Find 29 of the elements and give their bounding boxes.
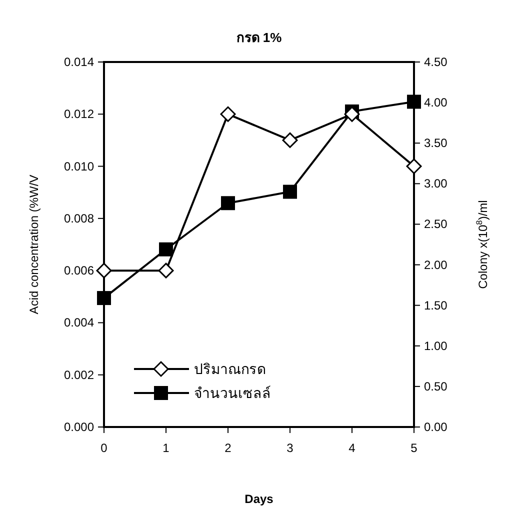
y-tick: 0.000 — [64, 420, 94, 434]
y-tick: 0.002 — [64, 368, 94, 382]
x-tick: 1 — [162, 441, 170, 455]
legend-label: ปริมาณกรด — [194, 361, 266, 377]
y2-tick: 3.50 — [424, 136, 448, 150]
x-tick: 2 — [224, 441, 232, 455]
x-tick: 0 — [100, 441, 108, 455]
y-tick: 0.008 — [64, 211, 94, 226]
x-tick: 3 — [286, 441, 294, 455]
y-tick: 0.004 — [64, 316, 94, 330]
y2-tick: 0.50 — [424, 379, 448, 394]
y2-tick: 1.00 — [424, 338, 448, 353]
y-tick: 0.010 — [64, 159, 94, 174]
x-tick: 5 — [410, 441, 418, 455]
y2-tick: 1.50 — [424, 298, 448, 312]
y-tick: 0.006 — [64, 264, 94, 278]
xlabel: Days — [244, 492, 274, 506]
y2-tick: 4.00 — [424, 96, 448, 110]
y-tick: 0.012 — [64, 107, 94, 122]
title: กรด 1% — [236, 30, 282, 45]
legend-label: จำนวนเซลล์ — [194, 385, 271, 401]
y2-tick: 3.00 — [424, 176, 448, 191]
y2-tick: 2.00 — [424, 258, 448, 272]
y2-tick: 2.50 — [424, 217, 448, 232]
y-tick: 0.014 — [64, 55, 94, 69]
ylabel: Acid concentration (%W/V — [27, 174, 41, 314]
y2-tick: 4.50 — [424, 55, 448, 69]
x-tick: 4 — [348, 441, 356, 455]
y2-tick: 0.00 — [424, 420, 448, 434]
